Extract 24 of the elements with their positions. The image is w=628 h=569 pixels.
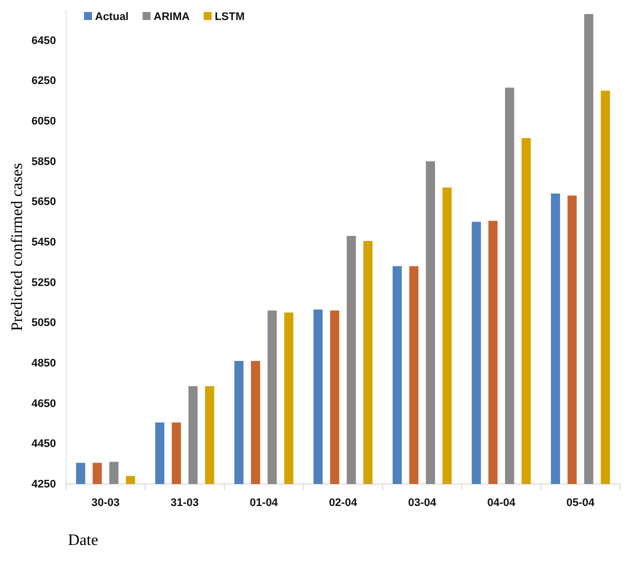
x-tick-label: 31-03: [170, 496, 199, 509]
y-tick-label: 6050: [32, 115, 56, 128]
legend-label: Actual: [95, 11, 129, 23]
y-tick-label: 4250: [32, 478, 56, 491]
x-tick-label: 05-04: [566, 496, 596, 509]
x-axis-title: Date: [68, 532, 98, 549]
y-tick-label: 4450: [32, 438, 56, 450]
y-tick-label: 5650: [32, 196, 56, 208]
y-axis-title: Predicted confirmed cases: [9, 163, 26, 331]
y-tick-label: 5050: [32, 317, 56, 330]
y-tick-label: 6250: [32, 75, 56, 88]
y-tick-label: 4650: [32, 398, 56, 410]
y-tick-label: 6450: [32, 34, 56, 47]
y-tick-label: 4850: [32, 358, 56, 370]
x-tick-label: 01-04: [250, 496, 279, 509]
x-tick-label: 02-04: [328, 496, 358, 509]
y-tick-label: 5450: [32, 236, 56, 248]
x-tick-label: 03-04: [408, 496, 438, 509]
x-tick-label: 30-03: [92, 496, 120, 509]
legend-label: LSTM: [214, 11, 245, 23]
x-tick-label: 04-04: [487, 496, 516, 509]
y-tick-label: 5250: [32, 276, 56, 289]
y-tick-label: 5850: [32, 156, 56, 168]
legend-label: ARIMA: [154, 11, 190, 23]
